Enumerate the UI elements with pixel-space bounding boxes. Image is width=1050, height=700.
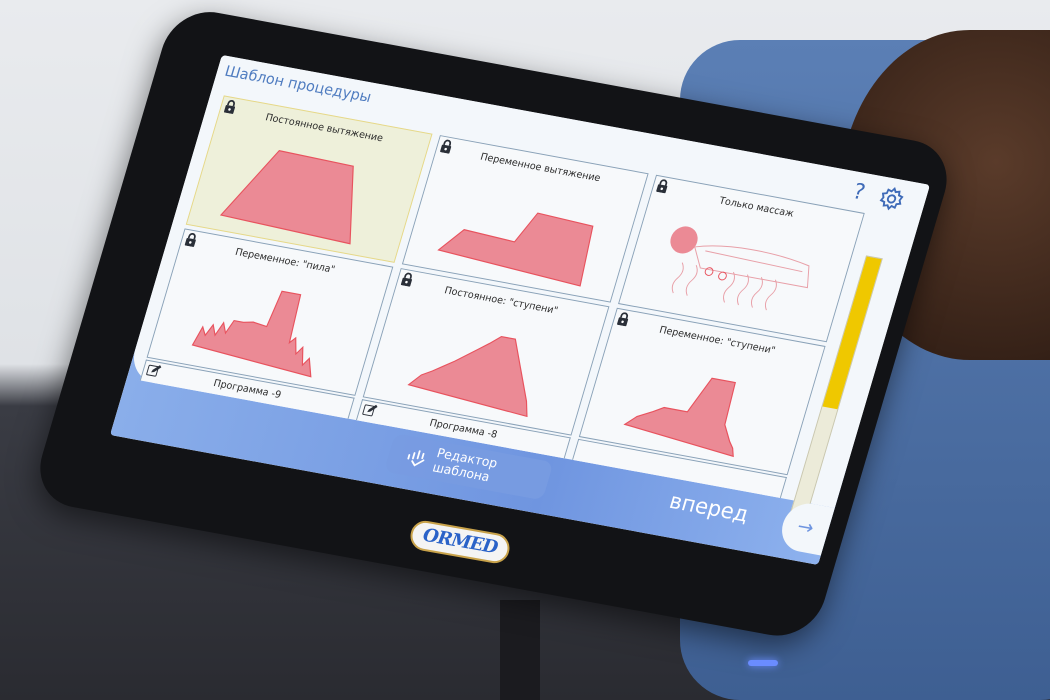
template-tile[interactable]: Переменное: "пила"	[146, 228, 394, 396]
lock-icon	[617, 312, 629, 327]
template-tile[interactable]: Переменное вытяжение	[401, 135, 649, 303]
massage-illustration	[670, 226, 810, 311]
program-tile[interactable]: Программа -9	[139, 359, 355, 419]
traction-profile-step	[437, 212, 594, 287]
lock-icon	[223, 100, 236, 114]
lock-icon	[656, 179, 668, 194]
traction-profile-step-stairs	[623, 377, 736, 458]
program-tile[interactable]: Программа -8	[355, 399, 571, 459]
lock-icon	[440, 139, 452, 154]
lock-icon	[184, 233, 196, 247]
tablet-screen: Шаблон процедуры ? Постоянное вытяжение П…	[110, 55, 931, 565]
template-tile[interactable]: Переменное: "ступени"	[578, 307, 826, 476]
edit-icon[interactable]	[361, 403, 378, 418]
traction-profile-trapezoid	[219, 149, 354, 245]
lock-icon	[400, 272, 412, 287]
tablet-stand	[500, 600, 540, 700]
edit-icon[interactable]	[145, 363, 162, 378]
power-led	[748, 660, 778, 666]
hand-check-icon	[407, 450, 425, 467]
template-tile[interactable]: Только массаж	[618, 174, 865, 343]
traction-profile-saw	[191, 290, 312, 378]
gear-icon[interactable]	[876, 184, 908, 213]
traction-profile-stairs	[407, 335, 528, 418]
template-tile[interactable]: Постоянное вытяжение	[185, 95, 433, 263]
template-editor-button[interactable]: Редактор шаблона	[384, 433, 554, 501]
template-tile[interactable]: Постоянное: "ступени"	[362, 268, 610, 436]
